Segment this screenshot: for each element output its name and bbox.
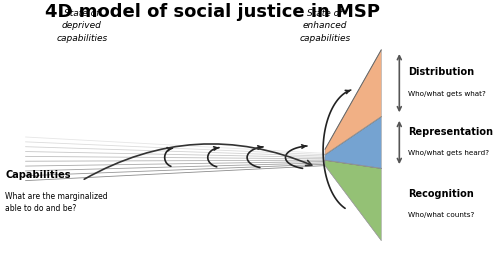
Text: Who/what gets heard?: Who/what gets heard?: [408, 150, 490, 156]
Text: Capabilities: Capabilities: [5, 170, 70, 180]
Text: Representation: Representation: [408, 127, 494, 136]
Text: Who/what gets what?: Who/what gets what?: [408, 91, 486, 97]
Text: Distribution: Distribution: [408, 67, 474, 77]
Text: Recognition: Recognition: [408, 189, 474, 199]
Polygon shape: [325, 160, 382, 241]
Text: What are the marginalized
able to do and be?: What are the marginalized able to do and…: [5, 192, 108, 213]
Polygon shape: [325, 116, 382, 168]
Polygon shape: [325, 50, 382, 155]
Text: 4D model of social justice in MSP: 4D model of social justice in MSP: [45, 3, 380, 21]
Text: Who/what counts?: Who/what counts?: [408, 212, 474, 218]
Text: State of
enhanced
capabilities: State of enhanced capabilities: [300, 9, 350, 43]
Text: State of
deprived
capabilities: State of deprived capabilities: [56, 9, 108, 43]
